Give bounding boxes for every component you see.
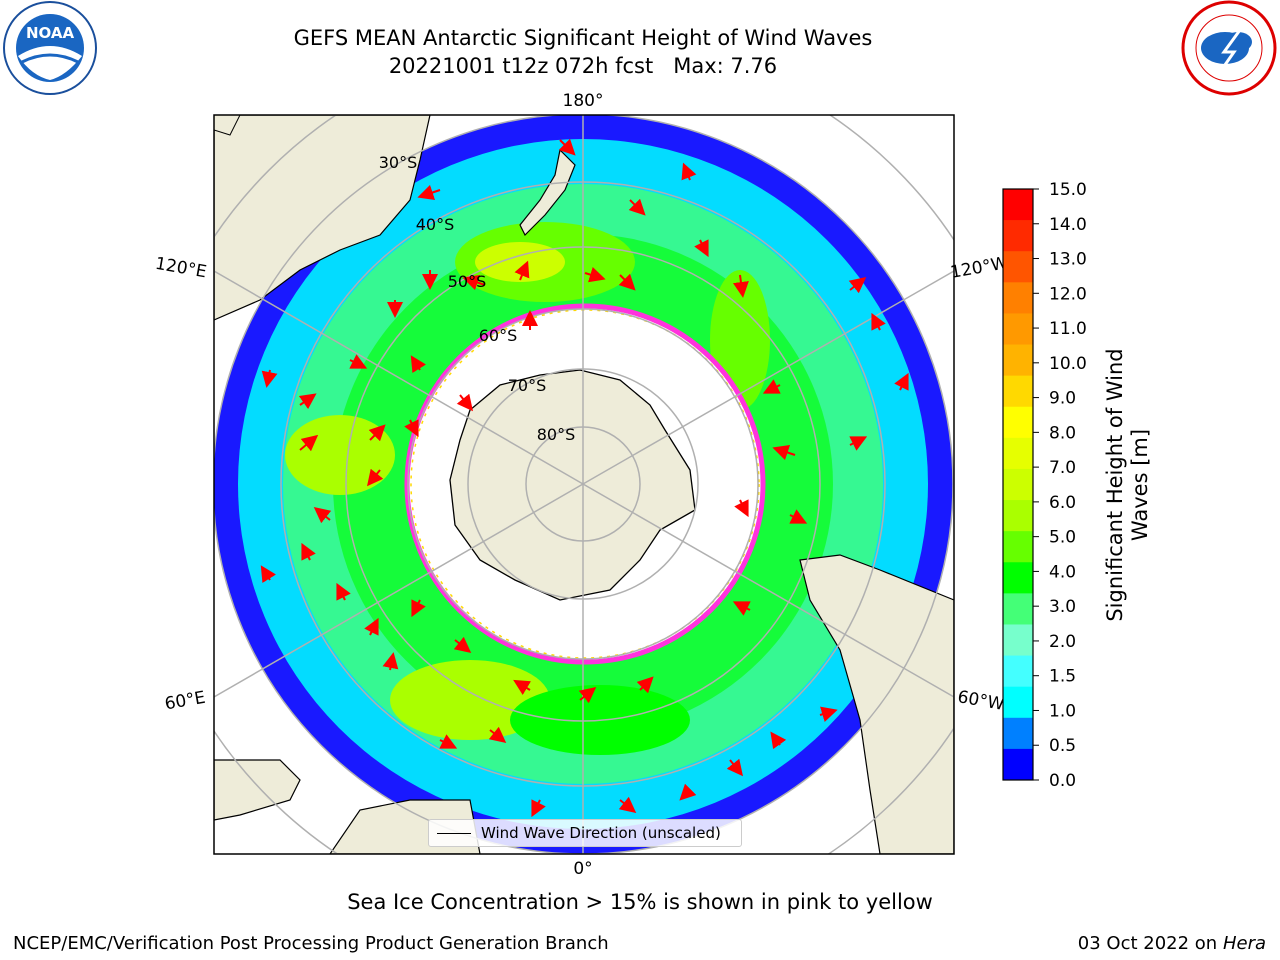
nws-logo <box>1181 0 1277 96</box>
colorbar-segment <box>1003 686 1033 719</box>
colorbar-tick-label: 0.5 <box>1049 736 1076 756</box>
lat-label-70s: 70°S <box>508 376 547 395</box>
colorbar-tick-label: 4.0 <box>1049 562 1076 582</box>
lon-label-0: 0° <box>573 859 592 879</box>
colorbar-tick-label: 9.0 <box>1049 389 1076 409</box>
australia-land <box>214 115 431 321</box>
colorbar-tick-label: 6.0 <box>1049 493 1076 513</box>
colorbar-segment <box>1003 344 1033 377</box>
lon-label-60w: 60°W <box>956 687 1006 715</box>
footer-credit: NCEP/EMC/Verification Post Processing Pr… <box>13 933 609 954</box>
colorbar-tick-label: 15.0 <box>1049 180 1087 200</box>
colorbar: 15.0 14.0 13.0 12.0 11.0 10.0 9.0 8.0 7.0 6.0 5.0 4… <box>1002 180 1087 791</box>
colorbar-segment <box>1003 562 1033 594</box>
land-corner <box>214 115 241 136</box>
colorbar-tick-label: 2.0 <box>1049 632 1076 652</box>
wave-peak-pacific <box>475 242 565 282</box>
colorbar-tick-label: 10.0 <box>1049 354 1087 374</box>
colorbar-segment <box>1003 375 1033 408</box>
colorbar-segment <box>1003 655 1033 688</box>
colorbar-tick-label: 8.0 <box>1049 423 1076 443</box>
colorbar-tick-label: 5.0 <box>1049 528 1076 548</box>
wave-max-indian <box>285 415 395 495</box>
noaa-logo-text: NOAA <box>26 24 75 42</box>
colorbar-segment <box>1003 220 1033 252</box>
lat-label-60s: 60°S <box>479 326 518 345</box>
colorbar-segment <box>1003 406 1033 439</box>
colorbar-tick-label: 12.0 <box>1049 284 1087 304</box>
footer-host: Hera <box>1222 933 1266 954</box>
colorbar-tick-label: 0.0 <box>1049 771 1076 791</box>
colorbar-segment <box>1003 313 1033 346</box>
colorbar-segment <box>1003 468 1033 501</box>
colorbar-segment <box>1003 624 1033 657</box>
sea-ice-note: Sea Ice Concentration > 15% is shown in … <box>347 890 933 914</box>
lat-label-40s: 40°S <box>416 215 455 234</box>
footer-date-text: 03 Oct 2022 on <box>1077 933 1223 954</box>
antarctica-land <box>449 369 696 601</box>
colorbar-segment <box>1003 189 1033 221</box>
colorbar-segment <box>1003 500 1033 532</box>
map-legend: Wind Wave Direction (unscaled) <box>428 819 742 847</box>
chart-title: GEFS MEAN Antarctic Significant Height o… <box>293 26 873 50</box>
colorbar-border <box>1002 188 1034 781</box>
graticule <box>214 115 954 854</box>
colorbar-tick-label: 11.0 <box>1049 319 1087 339</box>
lat-label-80s: 80°S <box>537 425 576 444</box>
lon-label-120w: 120°W <box>949 253 1010 283</box>
lon-label-180: 180° <box>563 91 604 111</box>
colorbar-tick-label: 13.0 <box>1049 250 1087 270</box>
colorbar-label: Significant Height of Wind Waves [m] <box>1103 348 1152 622</box>
colorbar-segment <box>1003 251 1033 283</box>
colorbar-tick-label: 1.5 <box>1049 667 1076 687</box>
map-border <box>213 114 955 855</box>
noaa-logo: NOAA <box>3 1 97 95</box>
colorbar-segment <box>1003 748 1033 781</box>
chart-subtitle: 20221001 t12z 072h fcst Max: 7.76 <box>388 54 778 78</box>
lon-label-120e: 120°E <box>154 254 208 283</box>
legend-label: Wind Wave Direction (unscaled) <box>481 824 721 842</box>
wind-wave-arrows <box>260 138 909 818</box>
colorbar-segment <box>1003 717 1033 750</box>
footer-date: 03 Oct 2022 on Hera <box>1078 933 1266 954</box>
lon-label-60e: 60°E <box>163 688 207 715</box>
colorbar-tick-label: 14.0 <box>1049 215 1087 235</box>
colorbar-segment <box>1003 593 1033 625</box>
colorbar-segment <box>1003 531 1033 563</box>
madagascar-land <box>214 759 301 821</box>
lat-label-50s: 50°S <box>448 272 487 291</box>
colorbar-segment <box>1003 282 1033 314</box>
colorbar-tick-label: 3.0 <box>1049 597 1076 617</box>
colorbar-segment <box>1003 437 1033 470</box>
legend-line-sample <box>437 832 471 834</box>
sea-ice-edge-yellow <box>410 309 760 659</box>
colorbar-tick-label: 7.0 <box>1049 458 1076 478</box>
lat-label-30s: 30°S <box>379 153 418 172</box>
colorbar-tick-label: 1.0 <box>1049 701 1076 721</box>
